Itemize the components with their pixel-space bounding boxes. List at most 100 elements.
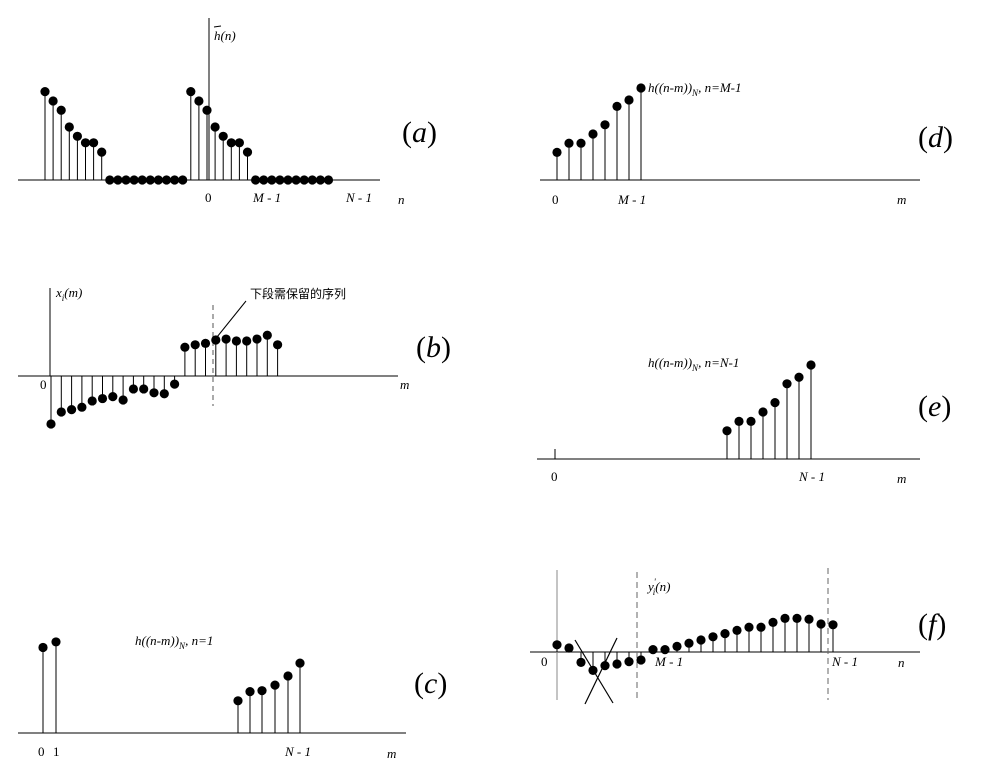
panel-a-sample-point xyxy=(56,105,66,115)
panel-c-sample-point xyxy=(257,686,267,696)
panel-b-stems xyxy=(46,330,283,429)
panel-f-sample-point xyxy=(552,640,562,650)
panel-f-tag: (f) xyxy=(918,608,946,641)
panel-c-func-label: h((n-m))N, n=1 xyxy=(135,633,213,651)
panel-a-sample-point xyxy=(307,175,317,185)
panel-a-sample-point xyxy=(178,175,188,185)
panel-c-sample-point xyxy=(38,642,48,653)
panel-d-sample-point xyxy=(600,120,610,130)
panel-d: h((n-m))N, n=M-1 0 M - 1 m (d) xyxy=(540,80,953,207)
panel-a-stems xyxy=(40,87,334,185)
panel-d-stems xyxy=(552,83,646,180)
panel-f-sample-point xyxy=(792,613,802,624)
panel-b-sample-point xyxy=(108,392,118,402)
panel-a-sample-point xyxy=(202,105,212,115)
panel-b-annotation: 下段需保留的序列 xyxy=(250,286,346,301)
panel-b-axis-var: m xyxy=(400,377,409,392)
panel-c-tick-one: 1 xyxy=(53,744,60,759)
panel-a-sample-point xyxy=(89,138,99,148)
panel-e-sample-point xyxy=(758,407,768,417)
panel-d-sample-point xyxy=(552,147,562,157)
panel-a-axis-var: n xyxy=(398,192,405,207)
panel-a-sample-point xyxy=(40,87,50,97)
panel-c-axis-var: m xyxy=(387,746,396,761)
panel-d-tick-zero: 0 xyxy=(552,192,559,207)
panel-e-sample-point xyxy=(734,416,744,426)
panel-b-sample-point xyxy=(118,395,128,405)
panel-f-sample-point xyxy=(576,657,586,668)
panel-e-tick-n1: N - 1 xyxy=(798,469,825,484)
panel-b-sample-point xyxy=(46,419,56,429)
panel-f-axis-var: n xyxy=(898,655,905,670)
panel-a-sample-point xyxy=(80,138,91,148)
panel-a-sample-point xyxy=(210,122,220,132)
panel-c-tag: (c) xyxy=(414,667,447,700)
panel-b-sample-point xyxy=(77,402,87,412)
panel-a-sample-point xyxy=(113,175,123,185)
panel-f-tick-zero: 0 xyxy=(541,654,548,669)
panel-b-sample-point xyxy=(242,336,252,346)
panel-b: xi(m) 下段需保留的序列 0 m (b) xyxy=(18,285,451,429)
panel-a-sample-point xyxy=(226,138,236,148)
panel-f-tick-n1: N - 1 xyxy=(831,654,858,669)
panel-b-sample-point xyxy=(273,340,283,350)
panel-d-sample-point xyxy=(588,129,598,139)
panel-b-sample-point xyxy=(200,338,211,348)
panel-a-tilde-mark xyxy=(213,25,222,28)
panel-a-sample-point xyxy=(267,175,277,185)
panel-c: h((n-m))N, n=1 0 1 N - 1 m (c) xyxy=(18,633,447,761)
panel-b-tick-zero: 0 xyxy=(40,377,47,392)
panel-a-tag: (a) xyxy=(402,116,437,149)
panel-f-tick-m1: M - 1 xyxy=(654,654,683,669)
panel-a-sample-point xyxy=(48,96,58,106)
panel-e-sample-point xyxy=(722,426,732,436)
panel-a-tick-n1: N - 1 xyxy=(345,190,372,205)
panel-a-func-label: h(n) xyxy=(214,28,236,43)
panel-a-sample-point xyxy=(194,96,204,106)
panel-a-tick-m1: M - 1 xyxy=(252,190,281,205)
panel-a-sample-point xyxy=(129,175,139,185)
panel-c-sample-point xyxy=(233,696,243,706)
panel-f-sample-point xyxy=(624,657,634,667)
panel-b-sample-point xyxy=(170,379,180,389)
panel-a-sample-point xyxy=(234,138,244,148)
panel-a-sample-point xyxy=(315,175,325,185)
panel-c-tick-n1: N - 1 xyxy=(284,744,311,759)
panel-d-sample-point xyxy=(612,101,622,111)
panel-f-sample-point xyxy=(672,641,682,652)
panel-b-sample-point xyxy=(262,330,272,340)
panel-f-discard-cross-1 xyxy=(574,639,614,704)
panel-d-sample-point xyxy=(564,138,574,148)
panel-b-sample-point xyxy=(87,396,97,406)
panel-b-sample-point xyxy=(231,336,241,346)
panel-a-tick-zero: 0 xyxy=(205,190,212,205)
panel-a-sample-point xyxy=(259,175,269,185)
panel-f-sample-point xyxy=(720,629,730,639)
panel-a: h(n) 0 M - 1 N - 1 n (a) xyxy=(18,18,437,207)
panel-a-sample-point xyxy=(299,175,309,185)
panel-f-sample-point xyxy=(648,645,658,655)
panel-f-sample-point xyxy=(816,619,826,629)
panel-f-sample-point xyxy=(696,635,706,645)
panel-e-tick-zero: 0 xyxy=(551,469,558,484)
panel-f-sample-point xyxy=(780,613,790,624)
panel-d-tick-m1: M - 1 xyxy=(617,192,646,207)
panel-b-func-label: xi(m) xyxy=(55,285,82,303)
panel-a-sample-point xyxy=(145,175,155,185)
panel-f-sample-point xyxy=(636,655,646,665)
panel-e-axis-var: m xyxy=(897,471,906,486)
panel-a-sample-point xyxy=(291,175,301,185)
panel-b-sample-point xyxy=(190,340,200,350)
panel-a-sample-point xyxy=(242,147,253,157)
panel-f-sample-point xyxy=(564,643,574,653)
panel-f: y' i(n) 0 M - 1 N - 1 n (f) xyxy=(530,568,946,705)
panel-e-sample-point xyxy=(746,416,756,426)
panel-b-sample-point xyxy=(149,388,159,398)
panel-e-sample-point xyxy=(806,360,816,370)
panel-b-sample-point xyxy=(159,389,169,399)
panel-c-sample-point xyxy=(245,687,255,697)
panel-c-sample-point xyxy=(295,658,305,668)
panel-b-sample-point xyxy=(252,334,262,344)
panel-c-sample-point xyxy=(283,671,293,681)
